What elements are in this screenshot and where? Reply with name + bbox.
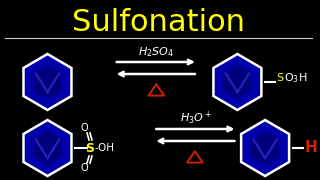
Text: S: S bbox=[85, 141, 94, 154]
Polygon shape bbox=[213, 54, 261, 110]
Polygon shape bbox=[223, 65, 252, 99]
Text: $H_2SO_4$: $H_2SO_4$ bbox=[138, 45, 174, 59]
Text: S: S bbox=[276, 73, 283, 83]
Polygon shape bbox=[33, 131, 62, 165]
Text: H: H bbox=[305, 141, 317, 156]
Polygon shape bbox=[33, 65, 62, 99]
Text: $H_3O^+$: $H_3O^+$ bbox=[180, 109, 212, 127]
Text: O: O bbox=[80, 163, 88, 173]
Polygon shape bbox=[23, 54, 71, 110]
Text: -OH: -OH bbox=[95, 143, 115, 153]
Text: O: O bbox=[80, 123, 88, 133]
Text: Sulfonation: Sulfonation bbox=[72, 8, 245, 37]
Polygon shape bbox=[241, 120, 289, 176]
Text: O$_3$H: O$_3$H bbox=[284, 71, 307, 85]
Polygon shape bbox=[251, 131, 279, 165]
Polygon shape bbox=[23, 120, 71, 176]
